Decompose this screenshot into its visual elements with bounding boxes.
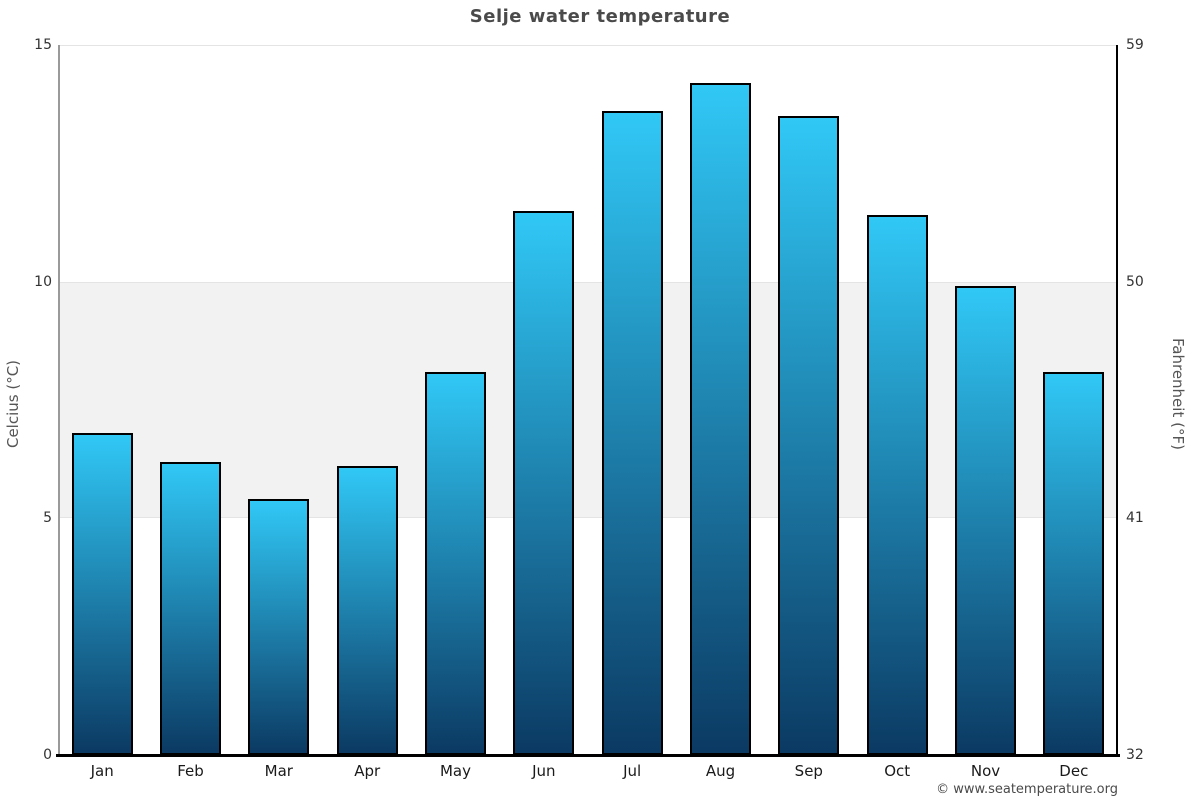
month-label-jun: Jun [532, 762, 556, 780]
month-label-sep: Sep [794, 762, 823, 780]
fahrenheit-tick-59: 59 [1126, 37, 1144, 53]
celsius-tick-5: 5 [43, 510, 52, 527]
fahrenheit-tick-50: 50 [1126, 273, 1144, 290]
month-label-jul: Jul [623, 762, 642, 780]
month-label-oct: Oct [884, 762, 911, 780]
celsius-tick-10: 10 [34, 273, 52, 290]
fahrenheit-tick-41: 41 [1126, 510, 1144, 527]
right-axis-line [1116, 45, 1118, 755]
shaded-band-5-10c [58, 281, 1118, 519]
month-label-feb: Feb [177, 762, 204, 780]
bar-may [425, 371, 486, 755]
chart-title: Selje water temperature [469, 6, 731, 27]
celsius-tick-0: 0 [43, 747, 52, 763]
bar-jun [513, 210, 575, 755]
bar-jul [601, 111, 663, 755]
bar-nov [955, 286, 1016, 755]
month-label-dec: Dec [1059, 762, 1089, 780]
celsius-tick-15: 15 [34, 37, 52, 53]
y-axis-title-celsius: Celcius (°C) [4, 359, 22, 449]
bar-apr [336, 466, 398, 755]
bar-sep [778, 116, 840, 755]
left-axis-line [58, 45, 60, 755]
month-label-apr: Apr [354, 762, 381, 780]
copyright-text: © www.seatemperature.org [936, 782, 1118, 797]
month-label-jan: Jan [90, 762, 114, 780]
gridline-15c [58, 45, 1118, 46]
bar-dec [1043, 371, 1105, 755]
month-label-mar: Mar [264, 762, 293, 780]
fahrenheit-tick-32: 32 [1126, 747, 1144, 763]
bar-mar [248, 499, 310, 755]
month-label-aug: Aug [705, 762, 736, 780]
month-label-nov: Nov [970, 762, 1001, 780]
x-axis-baseline [56, 753, 1120, 757]
bar-aug [690, 82, 751, 755]
y-axis-title-fahrenheit: Fahrenheit (°F) [1169, 338, 1187, 450]
plot-area [56, 45, 1120, 757]
bar-feb [160, 461, 221, 755]
bar-oct [866, 215, 928, 755]
bar-jan [71, 433, 133, 755]
month-label-may: May [439, 762, 471, 780]
